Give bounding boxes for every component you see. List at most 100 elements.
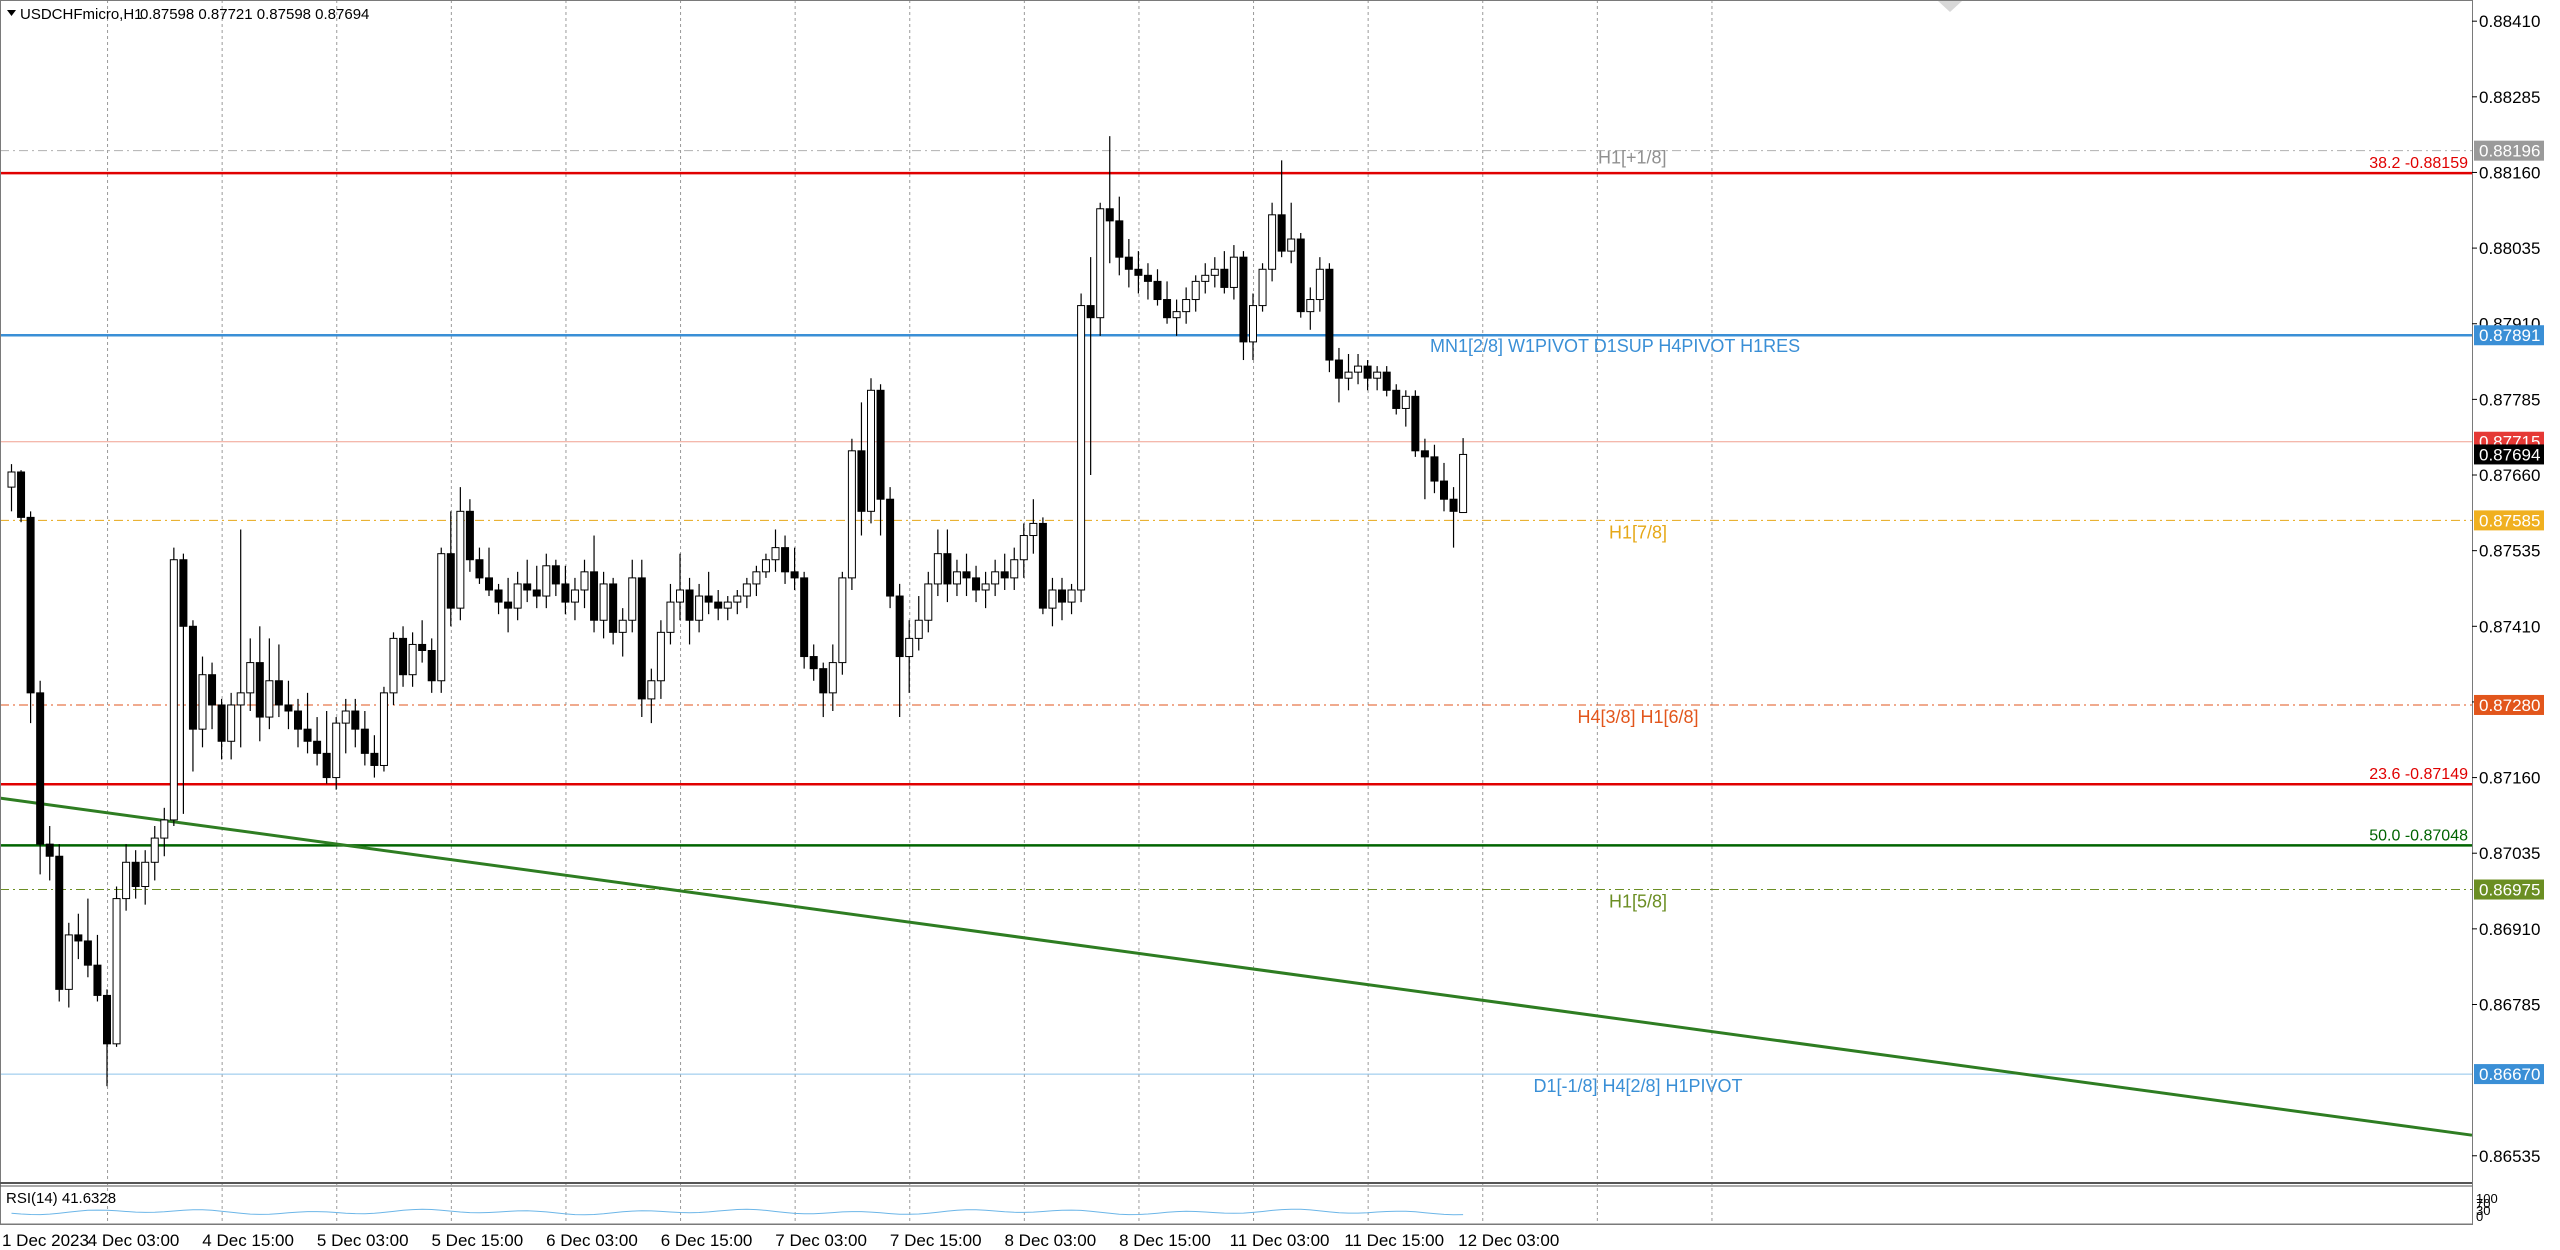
candle (313, 717, 322, 766)
candle (74, 913, 83, 960)
candle-body-bearish (590, 571, 599, 621)
candle-body-bullish (1201, 274, 1210, 282)
candle (26, 511, 35, 724)
candle (790, 547, 799, 590)
candle-body-bearish (1153, 280, 1162, 301)
candle-body-bullish (771, 547, 780, 561)
candle-body-bearish (255, 662, 264, 718)
time-tick-label: 11 Dec 03:00 (1230, 1231, 1330, 1250)
candle-body-bearish (360, 728, 369, 754)
candle-body-bearish (1296, 238, 1305, 313)
candle (1249, 293, 1257, 361)
candle-body-bearish (781, 547, 790, 573)
candle-body-bearish (131, 861, 140, 887)
price-level-label: H4[3/8] H1[6/8] (1577, 707, 1698, 727)
candle (532, 565, 541, 609)
candle-body-bullish (1096, 208, 1105, 319)
candle (828, 644, 837, 712)
candle-body-bearish (1392, 389, 1401, 409)
candle-body-bearish (274, 680, 283, 706)
rsi-panel[interactable] (0, 1185, 2472, 1225)
price-axis-badge-bg (2474, 325, 2544, 346)
price-tick-label: 0.86785 (2479, 995, 2540, 1014)
collapse-triangle-icon[interactable] (7, 10, 16, 16)
candle (656, 620, 665, 699)
candle-body-bearish (962, 571, 971, 579)
candle-body-bullish (981, 583, 990, 591)
candle (1010, 547, 1019, 590)
candle (322, 711, 331, 784)
price-axis[interactable]: 0.884100.882850.881600.880350.879100.877… (2472, 12, 2544, 1166)
candle-body-bullish (656, 631, 665, 682)
candle (666, 583, 675, 645)
trendline-line (0, 796, 2473, 1137)
candle-body-bearish (26, 516, 35, 694)
rsi-line (11, 1208, 1464, 1216)
candle (122, 844, 131, 911)
candle (972, 565, 981, 603)
price-axis-badge-label: 0.87891 (2479, 326, 2540, 345)
candle-body-bullish (1268, 214, 1277, 270)
candle-body-bullish (7, 471, 16, 488)
candle-body-bearish (313, 740, 322, 754)
chart-border (0, 0, 2473, 1225)
candle-body-bullish (1048, 589, 1057, 609)
candle (1048, 577, 1057, 627)
price-axis-badge: 0.87694 (2474, 444, 2544, 465)
candle-body-bearish (1334, 359, 1343, 379)
candle (198, 656, 207, 748)
candle (771, 529, 780, 572)
candle (695, 583, 704, 633)
candle-body-bearish (475, 559, 484, 579)
candle (819, 662, 828, 718)
candle-body-bullish (905, 637, 914, 658)
candle-body-bearish (1115, 220, 1124, 258)
candle (1143, 263, 1152, 300)
candle-body-bearish (704, 595, 713, 603)
candle (1134, 251, 1143, 294)
candle (809, 644, 818, 681)
candle-body-bullish (1401, 395, 1410, 409)
candle-body-bearish (485, 577, 493, 591)
candle (1306, 287, 1315, 330)
time-tick-label: 4 Dec 15:00 (202, 1231, 294, 1250)
candle (255, 626, 264, 742)
candle-body-bullish (1182, 299, 1191, 313)
candle-body-bearish (1220, 268, 1229, 288)
candle (513, 571, 522, 621)
rsi-label: RSI(14) 41.6328 (6, 1190, 116, 1207)
candle-body-bullish (513, 583, 522, 609)
candle (284, 680, 293, 730)
candle-body-bearish (284, 704, 293, 712)
candle (370, 735, 379, 778)
scroll-marker-icon[interactable] (1938, 1, 1962, 12)
candle (7, 464, 16, 512)
candle (303, 692, 312, 754)
candle (838, 571, 847, 675)
time-tick-label: 5 Dec 15:00 (432, 1231, 524, 1250)
price-level-label: 23.6 -0.87149 (2369, 766, 2468, 783)
candle (609, 577, 618, 645)
candle-body-bullish (379, 692, 388, 766)
price-axis-badge-label: 0.87280 (2479, 696, 2540, 715)
price-tick-label: 0.87035 (2479, 844, 2540, 863)
candle (781, 535, 790, 584)
candle-body-bullish (1373, 371, 1382, 379)
candle (494, 583, 503, 615)
candle-body-bearish (876, 389, 885, 500)
candle-body-bearish (1239, 256, 1248, 343)
candle (1182, 287, 1191, 324)
candle-body-bullish (1210, 268, 1219, 276)
candle-body-bullish (991, 571, 1000, 585)
time-tick-label: 8 Dec 15:00 (1119, 1231, 1211, 1250)
candle (1392, 384, 1401, 415)
candle (36, 680, 45, 875)
candle-body-bullish (64, 934, 73, 990)
candle (1363, 360, 1372, 391)
candle (1420, 438, 1429, 500)
rsi-scale-100: 100 (2476, 1191, 2498, 1206)
candle (389, 632, 398, 705)
candle (456, 487, 465, 621)
